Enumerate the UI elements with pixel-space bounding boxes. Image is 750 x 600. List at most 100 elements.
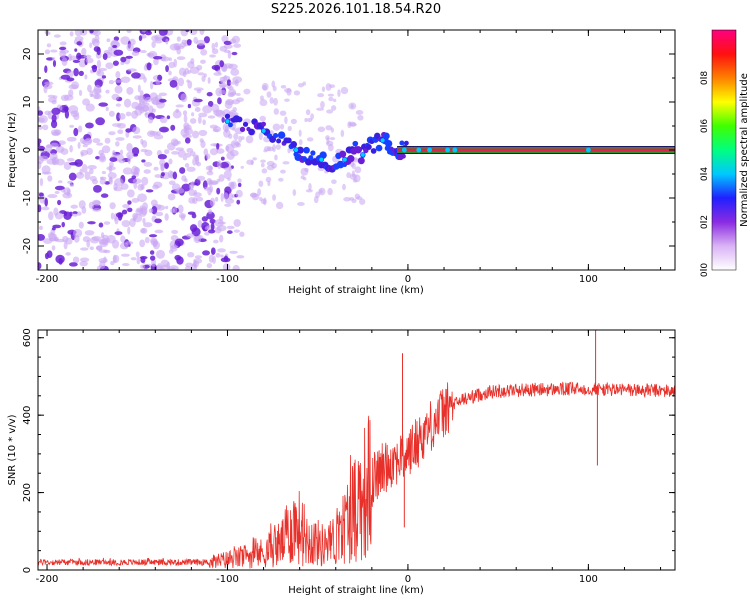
noise-blob <box>140 264 146 269</box>
track-blob <box>399 140 405 146</box>
noise-blob <box>187 251 195 258</box>
x-tick-label: 0 <box>405 574 411 585</box>
noise-blob <box>54 190 60 195</box>
noise-blob <box>72 213 78 217</box>
noise-blob <box>175 187 185 194</box>
colorbar-gradient <box>711 29 737 271</box>
noise-blob <box>140 228 146 234</box>
noise-blob <box>89 42 93 49</box>
noise-blob <box>219 60 224 68</box>
noise-blob <box>153 57 159 66</box>
noise-blob <box>177 204 184 214</box>
noise-blob <box>297 83 304 88</box>
noise-blob <box>141 176 149 186</box>
noise-blob <box>209 124 218 129</box>
noise-blob <box>149 81 154 90</box>
noise-blob <box>321 86 326 92</box>
noise-blob <box>110 39 119 48</box>
noise-blob <box>209 148 219 156</box>
noise-blob <box>138 98 148 106</box>
track-blob <box>385 139 393 148</box>
noise-blob <box>209 197 216 207</box>
noise-blob <box>46 57 54 61</box>
noise-blob <box>52 95 58 99</box>
noise-blob <box>93 30 101 37</box>
band-node <box>445 147 451 153</box>
noise-blob <box>46 144 54 148</box>
noise-blob <box>330 105 337 111</box>
noise-blob <box>331 179 337 185</box>
noise-blob <box>193 98 203 103</box>
track-blob <box>261 121 266 127</box>
noise-blob <box>87 221 96 225</box>
noise-blob <box>131 198 140 203</box>
noise-blob <box>41 206 50 211</box>
noise-blob <box>219 161 230 169</box>
noise-blob <box>233 229 240 233</box>
noise-blob <box>170 208 175 214</box>
noise-blob <box>41 165 51 174</box>
noise-blob <box>72 256 80 264</box>
noise-blob <box>112 45 118 49</box>
noise-blob <box>232 107 238 112</box>
noise-blob <box>74 36 84 42</box>
track-blob <box>365 144 372 150</box>
noise-blob <box>54 185 65 191</box>
noise-blob <box>111 150 116 158</box>
noise-blob <box>171 150 179 155</box>
noise-blob <box>327 187 333 196</box>
noise-blob <box>42 124 49 131</box>
snr-frame <box>37 329 676 571</box>
noise-blob <box>148 116 154 124</box>
noise-blob <box>167 193 176 201</box>
noise-blob <box>168 158 173 165</box>
noise-blob <box>212 255 216 264</box>
noise-blob <box>85 57 94 64</box>
noise-blob <box>220 257 231 263</box>
y-tick-label: 0 <box>22 147 33 153</box>
y-tick-label: 0 <box>22 567 33 573</box>
noise-blob <box>108 79 114 85</box>
noise-blob <box>60 94 70 102</box>
noise-blob <box>66 136 77 142</box>
y-tick-label: -20 <box>22 238 33 254</box>
track-blob <box>382 132 390 140</box>
track-blob <box>400 153 406 159</box>
noise-blob <box>187 80 193 89</box>
noise-blob <box>352 178 358 183</box>
noise-blob <box>346 172 352 179</box>
noise-blob <box>139 239 146 248</box>
noise-blob <box>51 56 55 61</box>
noise-blob <box>69 31 74 37</box>
x-tick-label: -200 <box>36 274 59 285</box>
noise-blob <box>318 187 326 196</box>
noise-blob <box>187 61 195 69</box>
noise-blob <box>76 41 83 46</box>
track-blob <box>228 122 233 128</box>
noise-blob <box>182 156 188 161</box>
noise-blob <box>151 96 160 105</box>
colorbar: 0.0 0.2 0.4 0.6 0.8 Normalized spectral ampl… <box>700 29 750 277</box>
noise-blob <box>140 148 148 153</box>
noise-blob <box>235 93 241 97</box>
noise-blob <box>51 227 56 231</box>
noise-blob <box>144 30 152 36</box>
noise-blob <box>47 175 53 182</box>
noise-blob <box>109 177 113 185</box>
noise-blob <box>130 257 137 261</box>
noise-blob <box>308 182 312 191</box>
noise-blob <box>229 38 237 44</box>
track-blob <box>308 155 314 161</box>
noise-blob <box>100 193 109 198</box>
noise-blob <box>131 175 137 179</box>
noise-blob <box>284 88 292 93</box>
noise-blob <box>157 153 167 160</box>
noise-blob <box>115 71 121 79</box>
noise-blob <box>329 84 336 89</box>
noise-blob <box>251 193 260 201</box>
noise-blob <box>141 159 146 163</box>
noise-blob <box>261 82 269 91</box>
noise-blob <box>306 117 313 123</box>
noise-blob <box>105 106 109 112</box>
noise-blob <box>95 245 103 251</box>
